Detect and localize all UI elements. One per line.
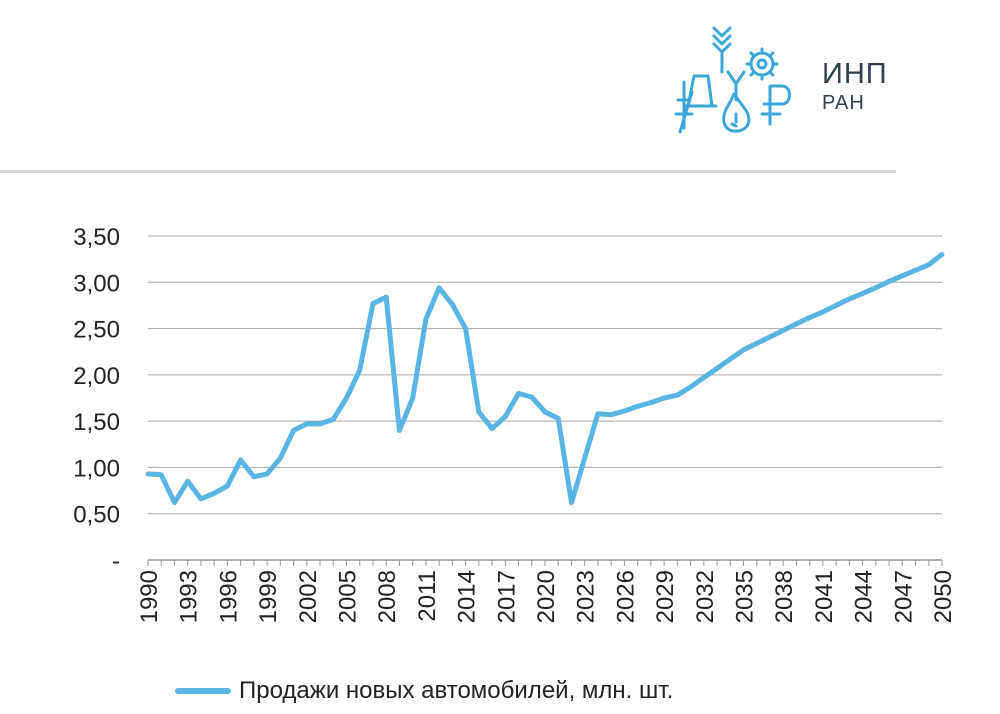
- x-tick-label: 2029: [652, 570, 679, 623]
- x-tick-label: 2026: [612, 570, 639, 623]
- x-tick-label: 1990: [136, 570, 163, 623]
- y-tick-label: 3,50: [73, 224, 120, 251]
- x-tick-label: 1996: [215, 570, 242, 623]
- y-tick-label: 0,50: [73, 502, 120, 529]
- x-tick-label: 2044: [851, 570, 878, 623]
- y-axis-ticks: - 0,50 1,00 1,50 2,00 2,50 3,00 3,50: [73, 224, 120, 575]
- x-tick-label: 2014: [454, 570, 481, 623]
- x-tick-label: 2008: [374, 570, 401, 623]
- x-tick-label: 2023: [573, 570, 600, 623]
- x-tick-label: 2002: [295, 570, 322, 623]
- x-tick-label: 2050: [930, 570, 957, 623]
- y-tick-label: 1,50: [73, 409, 120, 436]
- sales-line-chart: -0,501,001,502,002,503,003,50 1990 1993 19…: [73, 224, 957, 623]
- series-line: [145, 252, 945, 506]
- x-tick-label: 2017: [493, 570, 520, 623]
- chart-gridlines: [147, 235, 943, 566]
- x-tick-label: 2011: [414, 570, 441, 622]
- legend-swatch: [175, 688, 231, 694]
- x-tick-label: 1999: [255, 570, 282, 623]
- chart-series: [145, 252, 945, 506]
- logo-subtitle: РАН: [822, 92, 865, 114]
- header-divider: [0, 170, 896, 173]
- logo-title: ИНП: [822, 58, 888, 90]
- x-tick-label: 2038: [771, 570, 798, 623]
- x-tick-label: 2020: [533, 570, 560, 623]
- legend-label: Продажи новых автомобилей, млн. шт.: [239, 677, 674, 704]
- y-tick-label: 2,00: [73, 363, 120, 390]
- logo-emblem: [672, 22, 802, 140]
- y-tick-label: 1,00: [73, 455, 120, 482]
- inp-ran-emblem-icon: [674, 26, 791, 134]
- x-tick-label: 2032: [692, 570, 719, 623]
- y-tick-label: -: [112, 548, 120, 575]
- x-tick-label: 2035: [732, 570, 759, 623]
- x-tick-label: 2005: [335, 570, 362, 623]
- x-axis-ticks: 1990 1993 1996 1999 2002 2005 2008 2011 2014 2017…: [136, 570, 957, 623]
- x-tick-label: 2047: [890, 570, 917, 623]
- x-tick-label: 2041: [811, 570, 838, 623]
- y-tick-label: 2,50: [73, 317, 120, 344]
- x-tick-label: 1993: [176, 570, 203, 623]
- chart-legend: Продажи новых автомобилей, млн. шт.: [175, 674, 673, 708]
- y-tick-label: 3,00: [73, 270, 120, 297]
